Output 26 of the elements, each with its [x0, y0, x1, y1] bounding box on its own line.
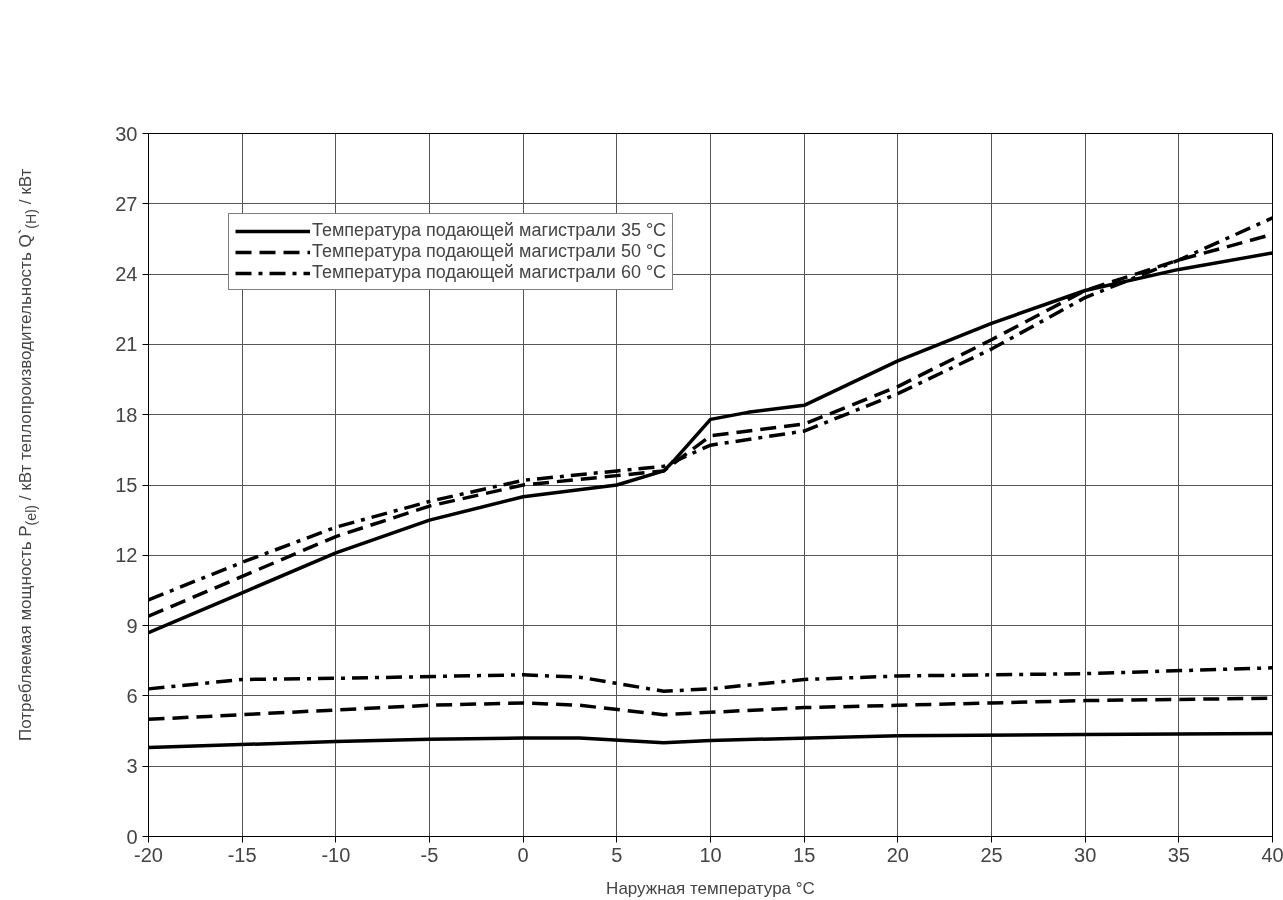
legend-label: Температура подающей магистрали 50 °C	[312, 241, 667, 262]
y-tick-label: 30	[115, 122, 138, 145]
x-tick-label: 20	[886, 843, 909, 866]
x-tick-label: -5	[420, 843, 439, 866]
x-tick-label: -15	[227, 843, 257, 866]
y-tick-label: 27	[115, 192, 138, 215]
y-tick-label: 21	[115, 333, 138, 356]
x-tick-label: -10	[321, 843, 351, 866]
x-tick-label: 15	[793, 843, 816, 866]
y-tick-label: 24	[115, 263, 138, 286]
y-tick-label: 9	[126, 614, 138, 637]
y-tick-label: 6	[126, 684, 138, 707]
y-tick-label: 15	[115, 474, 138, 496]
x-tick-label: 40	[1261, 843, 1283, 866]
x-tick-label: 10	[699, 843, 722, 866]
x-tick-label: 0	[517, 843, 529, 866]
x-tick-label: 25	[980, 843, 1003, 866]
y-tick-label: 3	[126, 755, 138, 778]
y-tick-label: 18	[115, 403, 138, 426]
y-tick-label: 12	[115, 544, 138, 567]
x-tick-label: 30	[1074, 843, 1097, 866]
legend-label: Температура подающей магистрали 35 °C	[312, 220, 667, 241]
x-tick-label: 5	[611, 843, 623, 866]
legend-label: Температура подающей магистрали 60 °C	[312, 262, 667, 283]
x-axis-title: Наружная температура °C	[606, 878, 815, 898]
x-tick-label: 35	[1167, 843, 1190, 866]
